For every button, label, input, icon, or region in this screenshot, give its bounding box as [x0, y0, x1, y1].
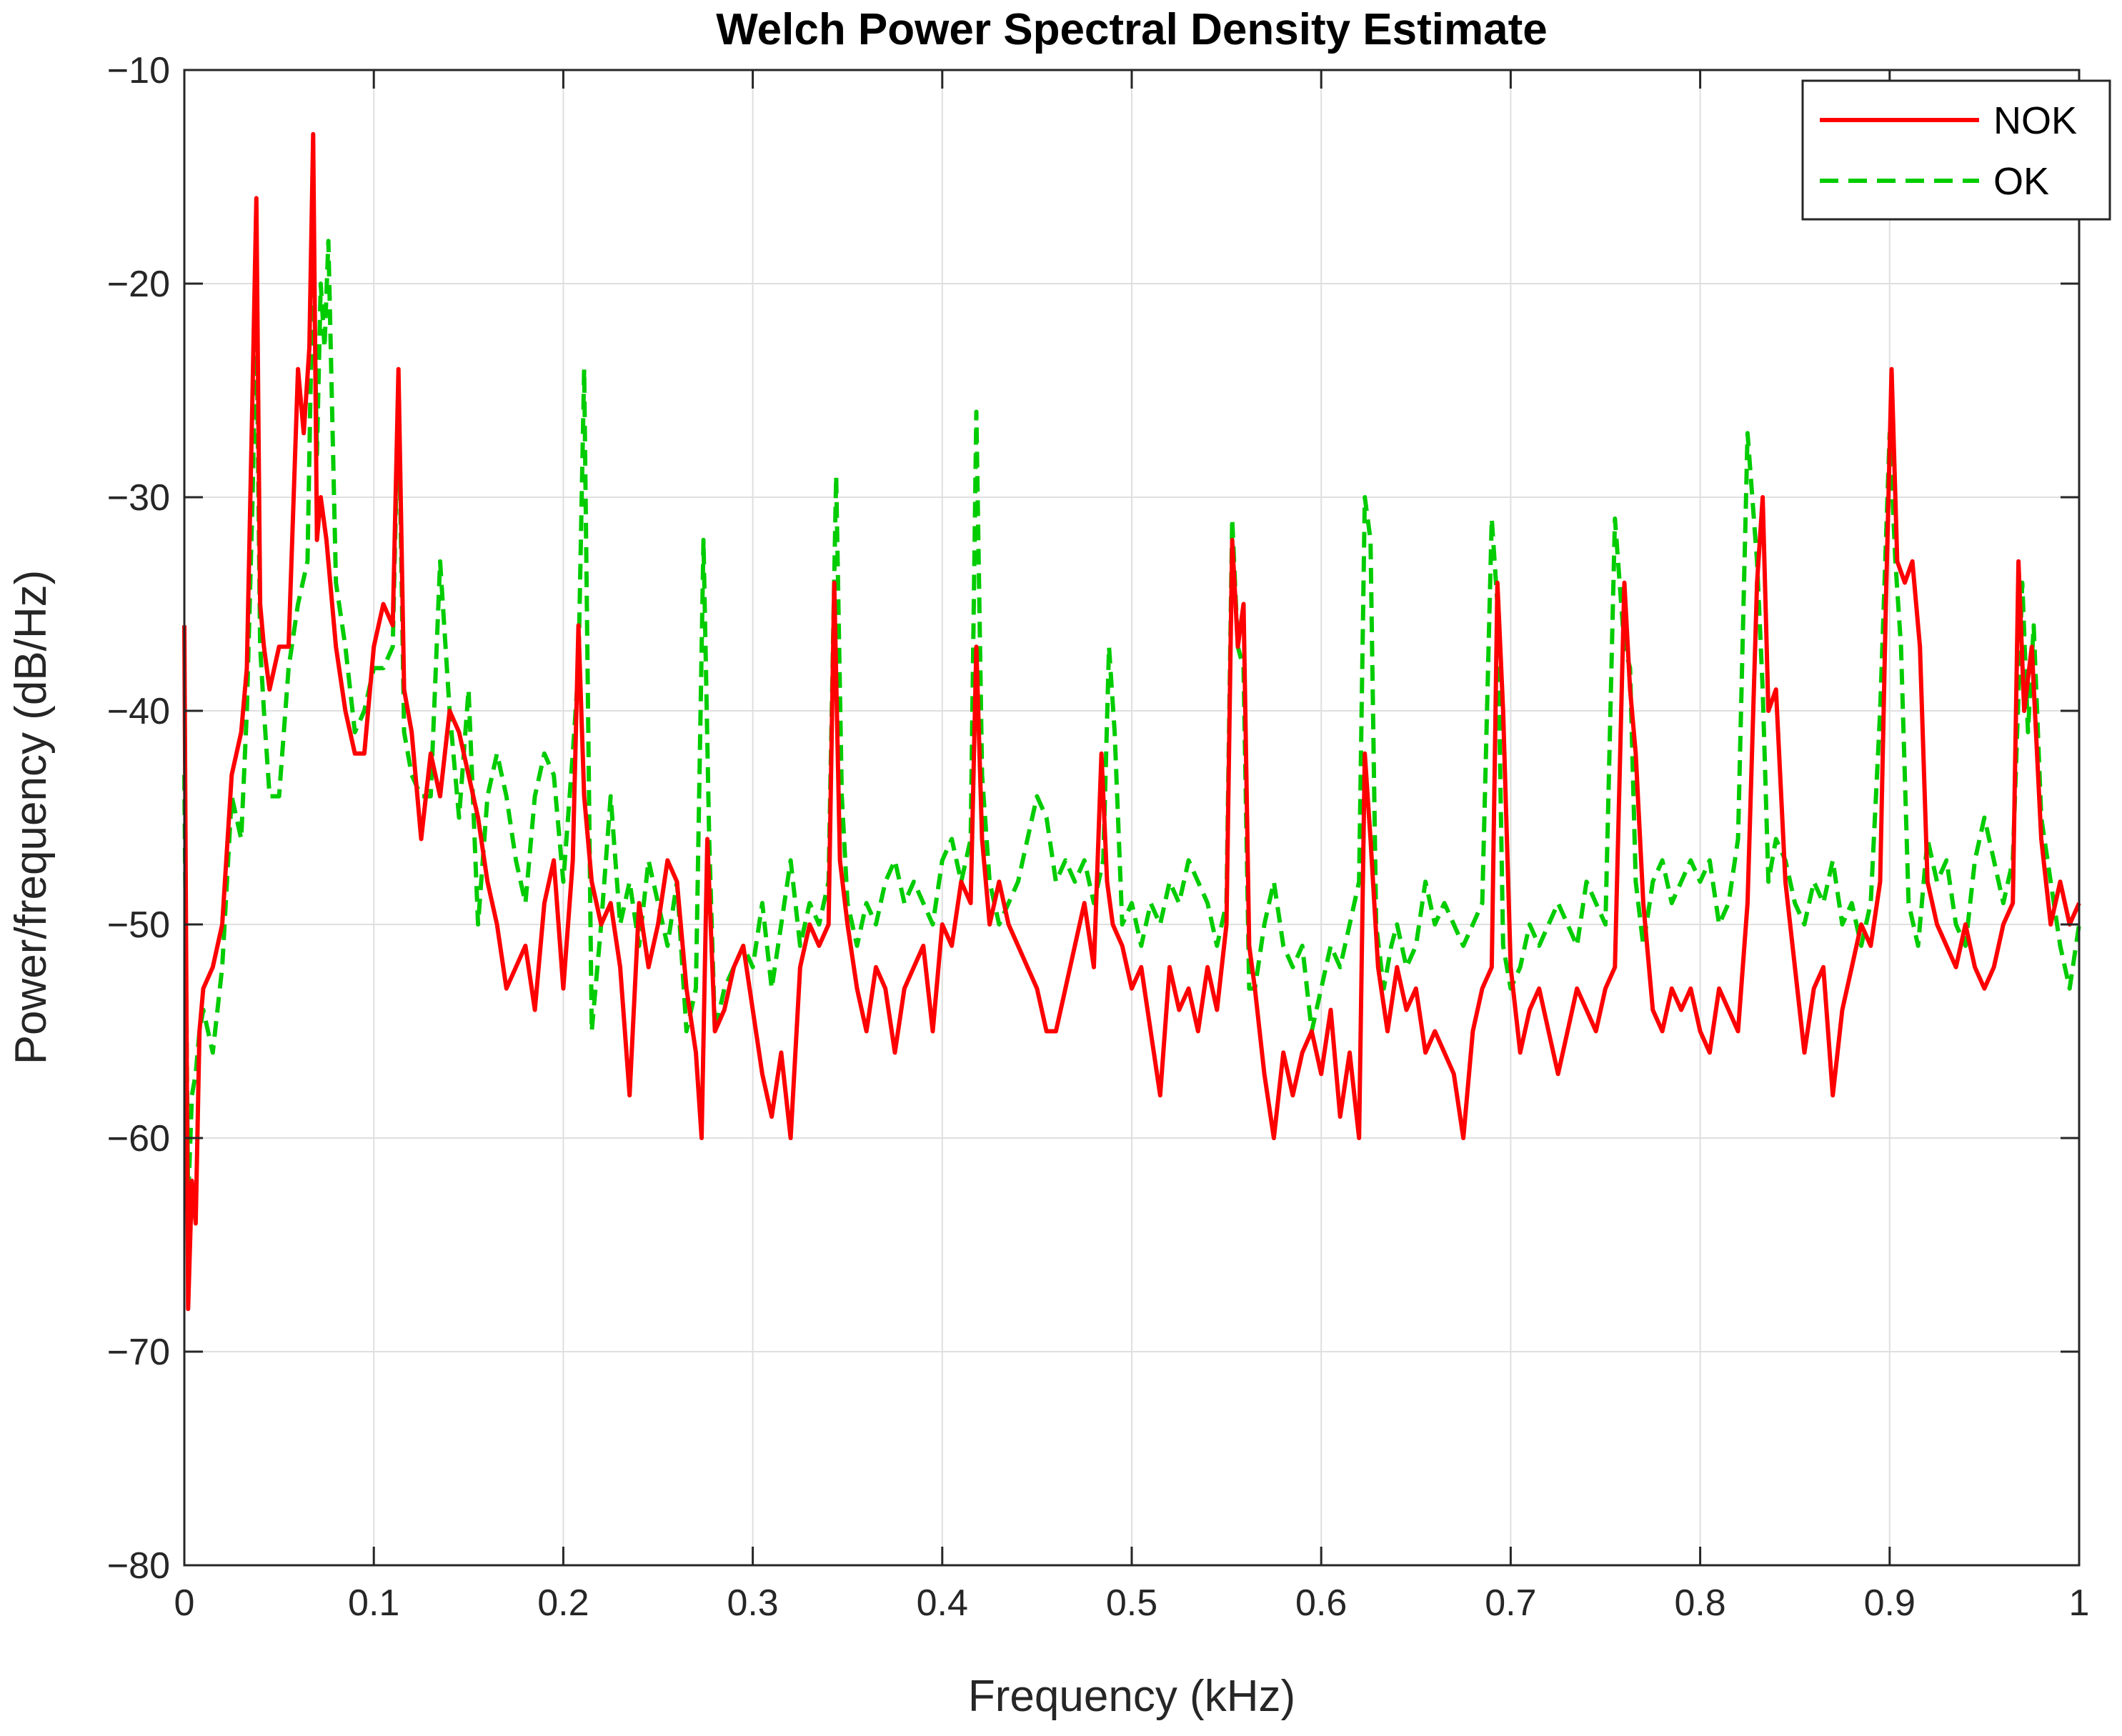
y-tick-label: −50 [107, 904, 170, 946]
tick-marks [183, 69, 2081, 1567]
x-tick-label: 0.3 [727, 1582, 778, 1624]
legend-box [1801, 79, 2111, 221]
y-tick-label: −20 [107, 264, 170, 305]
y-tick-label: −70 [107, 1332, 170, 1373]
x-tick-label: 0.5 [1106, 1582, 1157, 1624]
x-tick-label: 0.1 [348, 1582, 399, 1624]
y-tick-label: −60 [107, 1118, 170, 1159]
series-layer [182, 131, 2081, 1312]
x-tick-label: 0 [174, 1582, 195, 1624]
x-tick-label: 0.4 [917, 1582, 968, 1624]
y-tick-label: −80 [107, 1545, 170, 1587]
chart-title: Welch Power Spectral Density Estimate [716, 5, 1548, 54]
series-line-nok [182, 131, 2081, 1312]
legend-label-ok: OK [1993, 160, 2049, 203]
x-tick-label: 0.8 [1674, 1582, 1725, 1624]
x-tick-label: 0.7 [1485, 1582, 1536, 1624]
legend-label-nok: NOK [1993, 99, 2077, 142]
y-tick-labels: −80 −70 −60 −50 −40 −30 −20 −10 [107, 50, 170, 1587]
x-axis-label: Frequency (kHz) [968, 1672, 1295, 1721]
x-tick-label: 0.9 [1864, 1582, 1916, 1624]
series-line-ok [182, 239, 2081, 1204]
y-tick-label: −10 [107, 50, 170, 91]
y-tick-label: −30 [107, 477, 170, 519]
legend: NOK OK [1801, 79, 2111, 221]
x-tick-label: 0.6 [1295, 1582, 1347, 1624]
x-tick-label: 0.2 [537, 1582, 589, 1624]
x-tick-labels: 0 0.1 0.2 0.3 0.4 0.5 0.6 0.7 0.8 0.9 1 [174, 1582, 2090, 1624]
y-axis-label: Power/frequency (dB/Hz) [6, 570, 56, 1065]
y-tick-label: −40 [107, 691, 170, 732]
x-tick-label: 1 [2069, 1582, 2090, 1624]
